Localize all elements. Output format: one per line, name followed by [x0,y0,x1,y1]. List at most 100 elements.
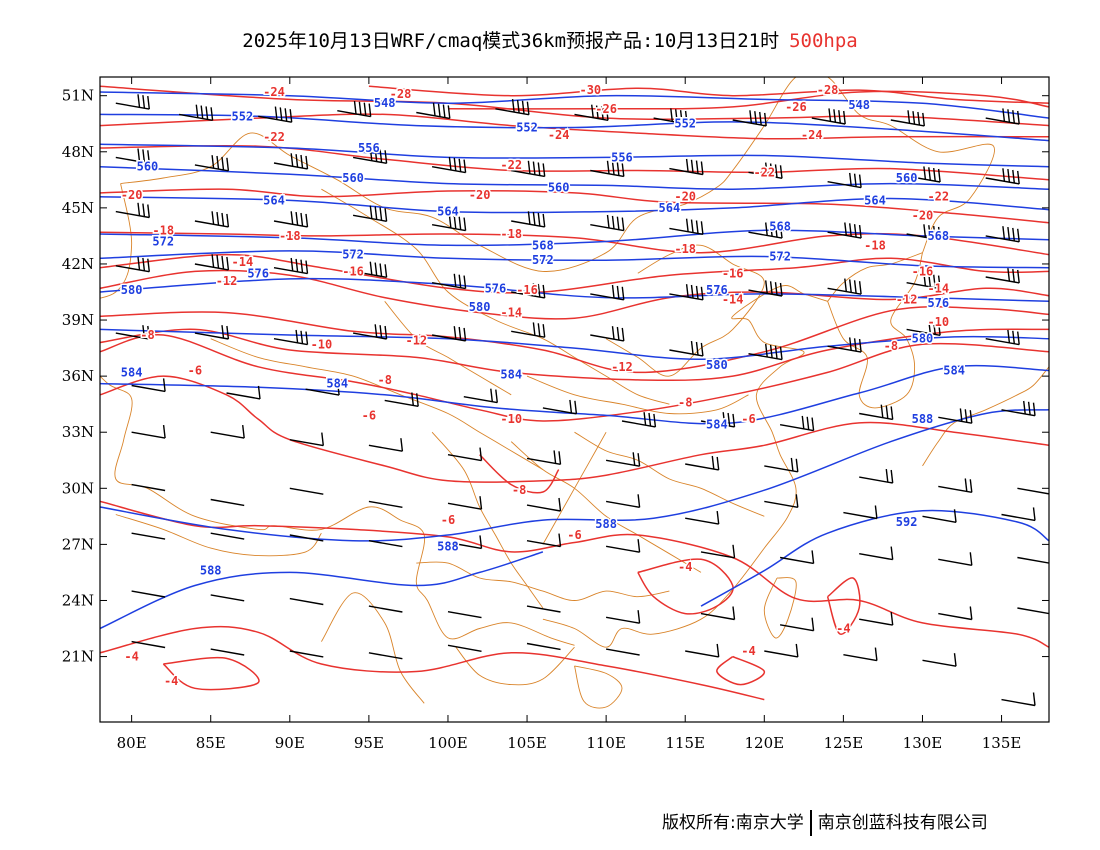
temperature-contour-label: -20 [469,188,491,202]
wind-barb [669,284,704,301]
temperature-contour-label: -4 [741,644,755,658]
wind-barb [210,425,245,439]
x-tick-label: 90E [275,734,305,752]
wind-barb [542,399,578,415]
temperature-contour [100,375,1049,483]
temperature-contour-label: -12 [896,292,918,306]
wind-barb [700,606,736,621]
wind-barb [526,605,561,613]
temperature-contour-label: -20 [674,190,696,204]
height-contour-label: 560 [342,171,364,185]
temperature-contour-label: -10 [500,412,522,426]
temperature-contour-label: -20 [912,208,934,222]
wind-barb [447,447,483,462]
title-main: 2025年10月13日WRF/cmaq模式36km预报产品:10月13日21时 [242,30,780,52]
temperature-contour-label: -14 [927,281,949,295]
temperature-contour-label: -16 [342,264,364,278]
temperature-contour-label: -10 [927,315,949,329]
wind-barb [368,652,403,660]
x-tick-label: 135E [982,734,1022,752]
height-contour-label: 572 [342,248,364,262]
wind-barb [131,532,166,540]
temperature-contour-label: -28 [817,83,839,97]
wind-barb [511,160,546,178]
wind-barb [621,412,657,428]
wind-barb [700,544,736,559]
temperature-contour-label: -6 [441,513,455,527]
wind-barb [511,322,546,338]
boundary-line [321,592,425,704]
boundary-line [763,577,797,639]
wind-barb [352,261,388,278]
temperature-contour-label: -6 [362,408,376,422]
wind-barb [226,385,261,400]
height-contour-label: 576 [927,296,949,310]
footer: 版权所有:南京大学 南京创蓝科技有限公司 [662,808,988,836]
wind-barbs [115,94,1049,707]
wind-barb [431,326,467,342]
wind-barb [669,158,704,176]
wind-barb [653,108,688,125]
wind-barb [384,392,419,407]
wind-barb [131,640,166,649]
height-contour-label: 564 [437,205,459,219]
wind-barb [779,415,815,432]
wind-barb [289,487,324,495]
wind-barb [922,509,957,523]
x-tick-label: 85E [196,734,226,752]
wind-barb [495,99,530,116]
temperature-contour [100,305,1049,374]
wind-barb [605,648,640,656]
wind-barb [431,214,467,232]
height-contour-label: 564 [864,193,886,207]
boundary-line [542,431,607,545]
boundary-line [574,665,623,709]
height-contour-label: 584 [121,365,143,379]
height-contour [100,143,1049,168]
wind-barb [526,642,561,651]
wind-barb [922,653,957,667]
wind-barb [368,438,404,452]
wind-barb [447,611,482,619]
temperature-contour [100,85,1049,127]
wind-barb [685,455,720,471]
wind-barb [590,284,625,301]
wind-barb [210,594,245,602]
boundary-line [455,646,575,686]
y-tick-label: 36N [62,367,94,385]
wind-barb [748,343,783,361]
temperature-contour-label: -22 [927,190,949,204]
wind-barb [194,211,230,228]
wind-barb [337,100,372,118]
wind-barb [890,110,925,127]
wind-barb [273,257,309,275]
wind-barb [605,452,641,467]
temperature-contour-label: -22 [753,165,775,179]
boundary-line [100,183,575,646]
height-contour-label: 584 [943,364,965,378]
wind-barb [273,211,309,228]
wind-barb [1017,600,1049,615]
temperature-contour-label: -22 [500,158,522,172]
wind-barb [748,280,783,297]
wind-barb [764,457,799,473]
wind-barb [859,612,894,626]
x-tick-label: 110E [586,734,626,752]
wind-barb [748,162,783,179]
height-contour-label: 568 [532,238,554,252]
temperature-contour-label: -4 [678,560,692,574]
boundary-line [922,366,1049,467]
temperature-contour [100,500,1049,648]
wind-barb [115,202,150,219]
x-tick-label: 95E [354,734,384,752]
x-tick-label: 115E [665,734,705,752]
temperature-contour-label: -24 [548,128,570,142]
height-contour [100,229,1049,247]
wind-barb [985,268,1020,284]
wind-barb [289,650,324,658]
temperature-contour-label: -8 [512,483,526,497]
wind-barb [273,329,309,346]
temperature-contour-label: -18 [864,238,886,252]
boundary-line [542,285,828,648]
chart-title: 2025年10月13日WRF/cmaq模式36km预报产品:10月13日21时 5… [0,26,1100,53]
